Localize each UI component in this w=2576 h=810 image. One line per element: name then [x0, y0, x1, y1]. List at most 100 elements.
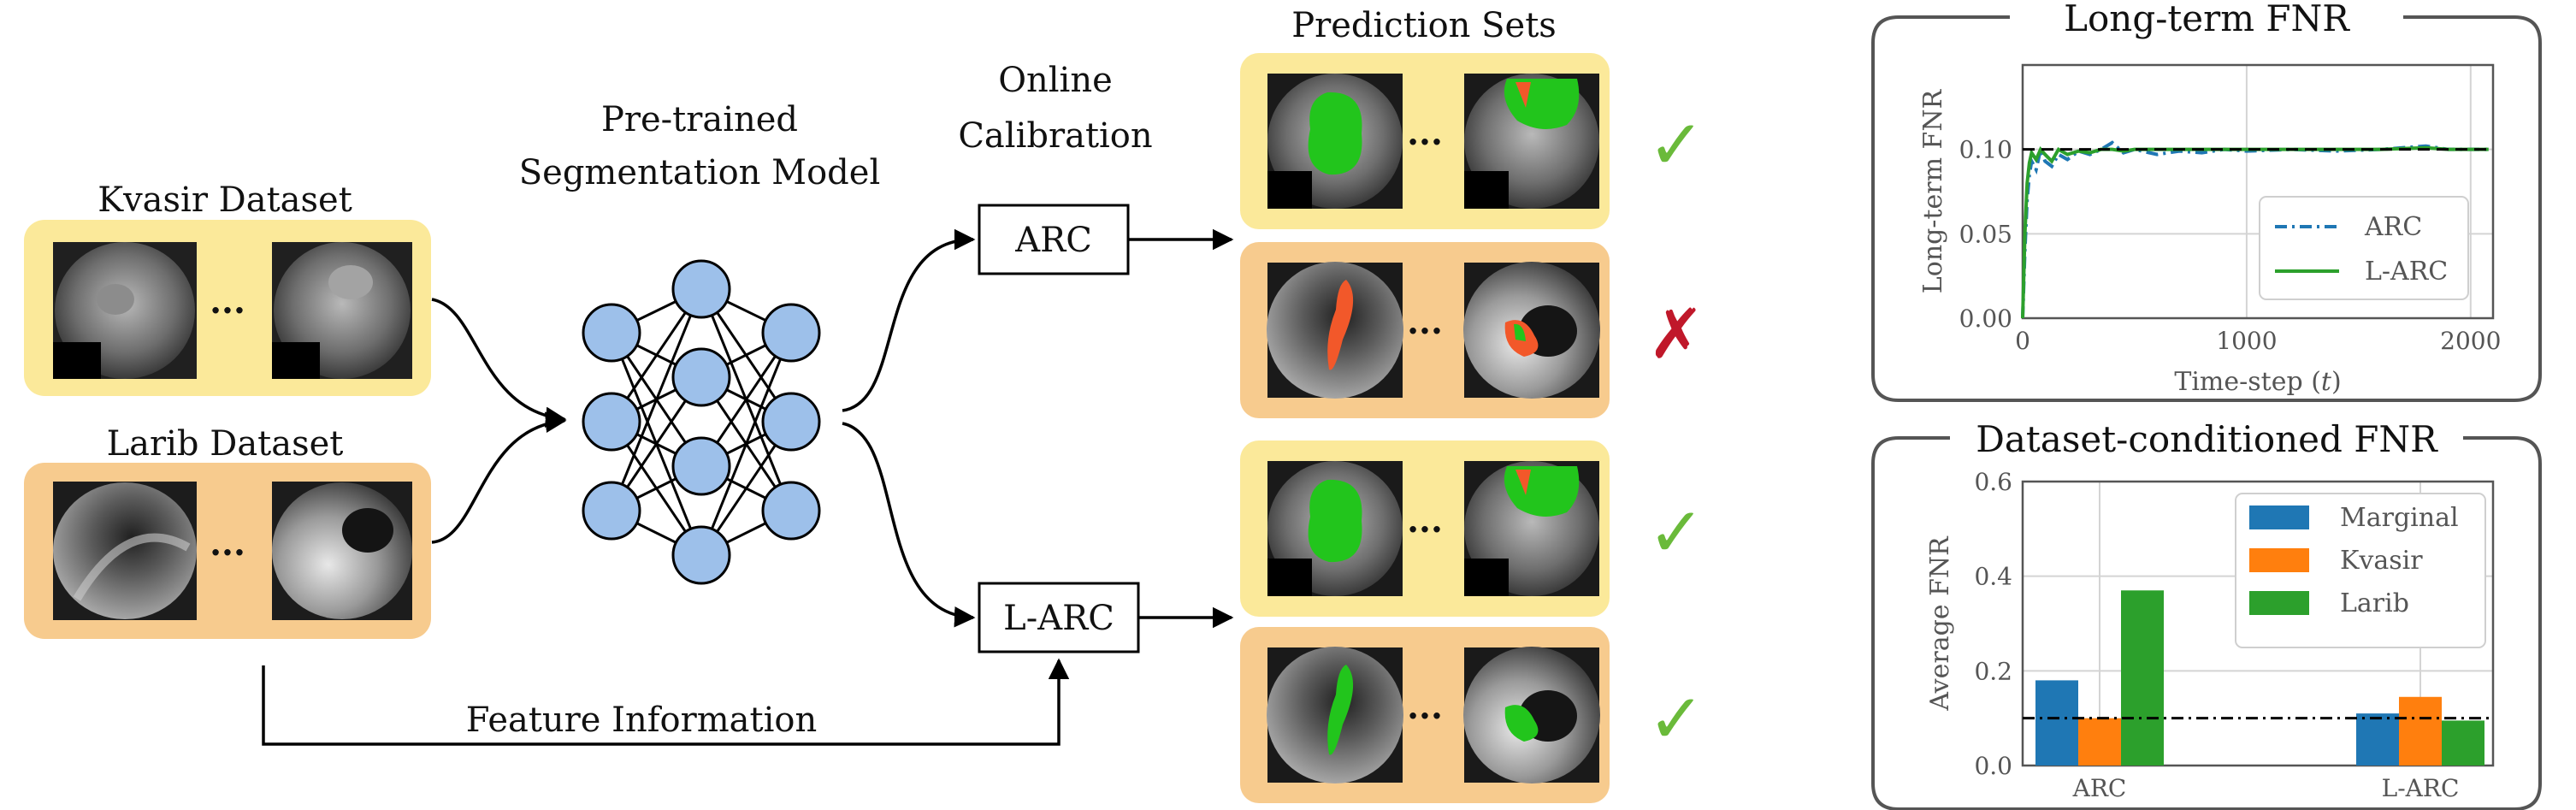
y-tick-label: 0.2	[1974, 657, 2012, 685]
check-icon: ✓	[1647, 105, 1705, 185]
y-tick-label: 0.10	[1959, 136, 2012, 164]
prediction-image	[1463, 262, 1600, 399]
network-edge	[610, 288, 703, 511]
check-icon: ✓	[1647, 679, 1705, 759]
bar-kvasir-arc	[2078, 718, 2121, 766]
prediction-ellipsis: ···	[1407, 311, 1443, 352]
legend-swatch	[2249, 548, 2309, 572]
calibration-label-line1: Online	[998, 61, 1113, 100]
y-tick-label: 0.4	[1974, 563, 2012, 591]
y-axis-label: Average FNR	[1925, 535, 1955, 712]
y-axis-label: Long-term FNR	[1918, 88, 1948, 293]
kvasir-dataset-label: Kvasir Dataset	[97, 180, 352, 220]
bar-marginal-arc	[2035, 680, 2078, 766]
legend: ARC L-ARC	[2259, 196, 2469, 300]
legend-swatch	[2249, 591, 2309, 615]
x-tick-label: 0	[2015, 327, 2030, 355]
y-tick-label: 0.00	[1959, 304, 2012, 333]
legend-swatch	[2249, 506, 2309, 529]
network-neuron	[582, 481, 641, 541]
network-neuron	[582, 303, 641, 363]
legend-label: Marginal	[2340, 503, 2459, 533]
network-neuron	[671, 436, 731, 496]
network-neuron	[671, 347, 731, 407]
long-term-fnr-panel: Long-term FNR 0 1000 2000 0.00 0.05 0.10 Time-…	[1871, 0, 2542, 402]
larib-image-2	[272, 482, 412, 620]
prediction-row-1: ··· ✓	[1240, 53, 1705, 229]
arc-label: ARC	[1014, 221, 1092, 260]
prediction-row-3: ··· ✓	[1240, 440, 1705, 617]
larib-image-1	[53, 482, 197, 620]
prediction-ellipsis: ···	[1407, 696, 1443, 736]
arc-box: ARC	[978, 204, 1130, 275]
x-tick-label: L-ARC	[2382, 774, 2460, 802]
calibration-label-line2: Calibration	[958, 116, 1152, 156]
bar-larib-arc	[2121, 590, 2164, 766]
prediction-row-2: ··· ✗	[1240, 242, 1705, 418]
dataset-conditioned-fnr-panel: Dataset-conditioned FNR ARC L-ARC 0.0 0.2 0.…	[1871, 418, 2542, 810]
model-label-line2: Segmentation Model	[519, 153, 881, 192]
prediction-sets-label: Prediction Sets	[1291, 6, 1557, 45]
dataset-conditioned-fnr-title: Dataset-conditioned FNR	[1976, 418, 2438, 460]
plot-frame	[2021, 480, 2495, 767]
network-neuron	[761, 392, 821, 452]
network-neuron	[582, 392, 641, 452]
prediction-image	[1464, 74, 1599, 209]
y-tick-label: 0.6	[1974, 468, 2012, 496]
check-icon: ✓	[1647, 493, 1705, 572]
x-tick-label: 1000	[2216, 327, 2277, 355]
larc-box: L-ARC	[978, 582, 1140, 653]
kvasir-image-2	[272, 242, 412, 379]
prediction-row-4: ··· ✓	[1240, 627, 1705, 803]
kvasir-dataset-group: Kvasir Dataset ···	[24, 180, 431, 396]
larib-to-model-arrow	[431, 411, 567, 544]
x-axis-label: Time-step (t)	[2174, 367, 2341, 397]
segmentation-network	[582, 259, 821, 585]
network-neuron	[671, 525, 731, 585]
prediction-image	[1463, 647, 1600, 783]
larib-dataset-label: Larib Dataset	[107, 424, 344, 464]
prediction-image	[1267, 647, 1403, 783]
model-label-line1: Pre-trained	[601, 100, 798, 139]
long-term-fnr-frame	[1871, 15, 2542, 402]
bar-marginal-l-arc	[2356, 713, 2399, 766]
legend: Marginal Kvasir Larib	[2235, 493, 2486, 648]
network-neuron	[761, 481, 821, 541]
prediction-ellipsis: ···	[1407, 122, 1443, 163]
prediction-sets: ··· ✓ ··· ✗ ··· ✓ ··· ✓	[1240, 53, 1705, 803]
network-neuron	[761, 303, 821, 363]
prediction-image	[1267, 74, 1403, 209]
long-term-fnr-title: Long-term FNR	[2064, 0, 2350, 39]
larib-ellipsis: ···	[210, 533, 245, 573]
dataset-conditioned-fnr-frame	[1871, 436, 2542, 810]
network-neuron	[671, 259, 731, 319]
legend-label: ARC	[2364, 212, 2422, 242]
plot-frame	[2021, 63, 2495, 320]
x-tick-label: 2000	[2440, 327, 2501, 355]
bar-larib-l-arc	[2442, 720, 2484, 766]
prediction-image	[1267, 262, 1403, 399]
legend-label: L-ARC	[2365, 257, 2448, 287]
model-to-larc-arrow	[842, 422, 976, 628]
x-tick-label: ARC	[2072, 774, 2127, 802]
kvasir-image-1	[53, 242, 197, 379]
bar-kvasir-l-arc	[2399, 696, 2442, 766]
prediction-image	[1267, 461, 1403, 596]
kvasir-ellipsis: ···	[210, 291, 245, 331]
y-tick-label: 0.0	[1974, 752, 2012, 780]
prediction-image	[1464, 461, 1599, 596]
prediction-ellipsis: ···	[1407, 510, 1443, 550]
legend-label: Larib	[2340, 588, 2409, 618]
dataset-conditioned-fnr-chart: ARC L-ARC 0.0 0.2 0.4 0.6 Average FNR Marginal K…	[1925, 468, 2495, 802]
feature-information-arrow	[262, 658, 1070, 746]
model-to-arc-arrow	[842, 228, 976, 412]
long-term-fnr-chart: 0 1000 2000 0.00 0.05 0.10 Time-step (t) Long-t…	[1918, 63, 2501, 397]
kvasir-to-model-arrow	[431, 298, 567, 428]
network-edge	[700, 332, 793, 556]
cross-icon: ✗	[1647, 294, 1705, 374]
larib-dataset-group: Larib Dataset ···	[24, 424, 431, 639]
feature-information-label: Feature Information	[466, 701, 818, 740]
legend-label: Kvasir	[2340, 546, 2423, 576]
larc-label: L-ARC	[1003, 599, 1114, 638]
